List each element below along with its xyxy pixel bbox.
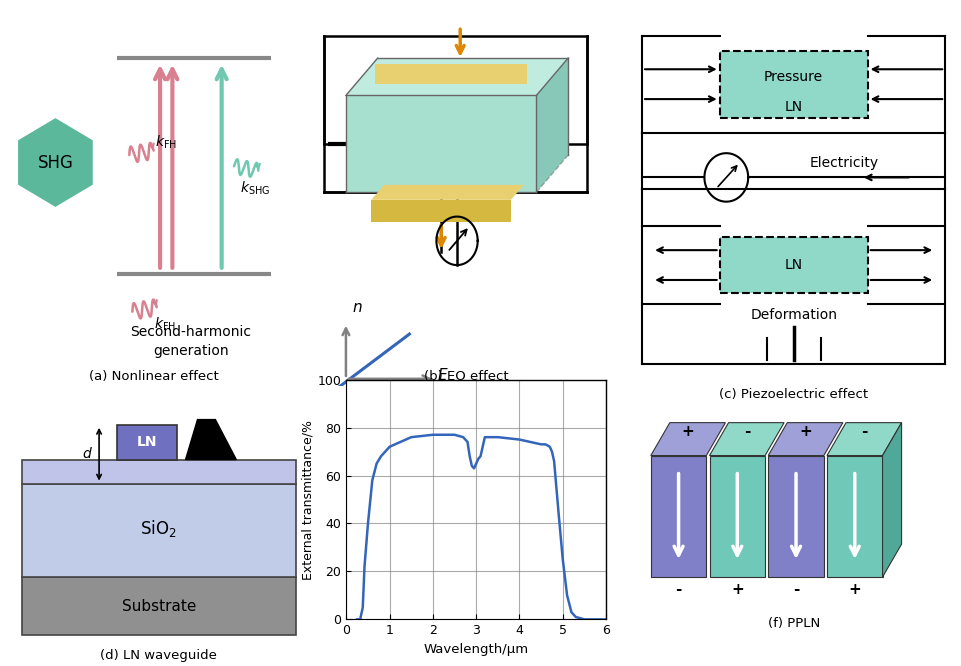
Text: -: - — [792, 582, 799, 597]
Text: +: + — [681, 424, 694, 439]
Text: +: + — [848, 582, 860, 597]
Polygon shape — [826, 423, 900, 456]
Text: n: n — [352, 300, 361, 316]
Text: -: - — [743, 424, 750, 439]
Text: (a) Nonlinear effect: (a) Nonlinear effect — [89, 370, 218, 382]
Text: (c) Piezoelectric effect: (c) Piezoelectric effect — [718, 388, 868, 401]
Text: LN: LN — [136, 435, 157, 450]
Polygon shape — [650, 456, 705, 577]
X-axis label: Wavelength/μm: Wavelength/μm — [423, 643, 529, 656]
Text: Pressure: Pressure — [763, 70, 823, 84]
Text: (b) EO effect: (b) EO effect — [424, 370, 508, 382]
Text: SHG: SHG — [37, 153, 73, 172]
FancyBboxPatch shape — [21, 577, 296, 635]
Text: Deformation: Deformation — [750, 308, 836, 322]
Text: (f) PPLN: (f) PPLN — [767, 617, 819, 630]
FancyBboxPatch shape — [719, 51, 867, 118]
Text: LN: LN — [784, 99, 801, 114]
Polygon shape — [536, 58, 568, 192]
Polygon shape — [346, 95, 536, 192]
Text: SiO$_2$: SiO$_2$ — [140, 518, 177, 539]
Polygon shape — [371, 185, 523, 200]
Polygon shape — [768, 456, 823, 577]
Text: Second-harmonic
generation: Second-harmonic generation — [131, 325, 251, 358]
Text: +: + — [730, 582, 743, 597]
Text: $k_{\rm FH}$: $k_{\rm FH}$ — [156, 133, 177, 151]
FancyBboxPatch shape — [21, 460, 296, 484]
Polygon shape — [346, 58, 568, 95]
Text: (d) LN waveguide: (d) LN waveguide — [100, 649, 217, 662]
Polygon shape — [18, 118, 92, 207]
Polygon shape — [185, 420, 236, 460]
FancyBboxPatch shape — [719, 237, 867, 293]
Polygon shape — [650, 423, 725, 456]
Text: LN: LN — [784, 258, 801, 272]
Polygon shape — [371, 200, 510, 222]
Text: -: - — [675, 582, 681, 597]
Polygon shape — [826, 456, 881, 577]
Text: -: - — [860, 424, 867, 439]
Text: E: E — [437, 368, 447, 382]
Text: Substrate: Substrate — [121, 599, 196, 613]
FancyBboxPatch shape — [21, 484, 296, 577]
Polygon shape — [709, 423, 783, 456]
FancyBboxPatch shape — [117, 425, 177, 460]
Text: d: d — [83, 447, 91, 462]
Y-axis label: External transmittance/%: External transmittance/% — [302, 420, 314, 579]
Text: $k_{\rm SHG}$: $k_{\rm SHG}$ — [240, 180, 270, 197]
Text: $k_{\rm FH}$: $k_{\rm FH}$ — [154, 316, 176, 334]
Polygon shape — [881, 423, 900, 577]
Text: Electricity: Electricity — [809, 155, 877, 170]
Polygon shape — [374, 64, 527, 84]
Polygon shape — [709, 456, 764, 577]
Text: +: + — [799, 424, 811, 439]
Polygon shape — [768, 423, 842, 456]
